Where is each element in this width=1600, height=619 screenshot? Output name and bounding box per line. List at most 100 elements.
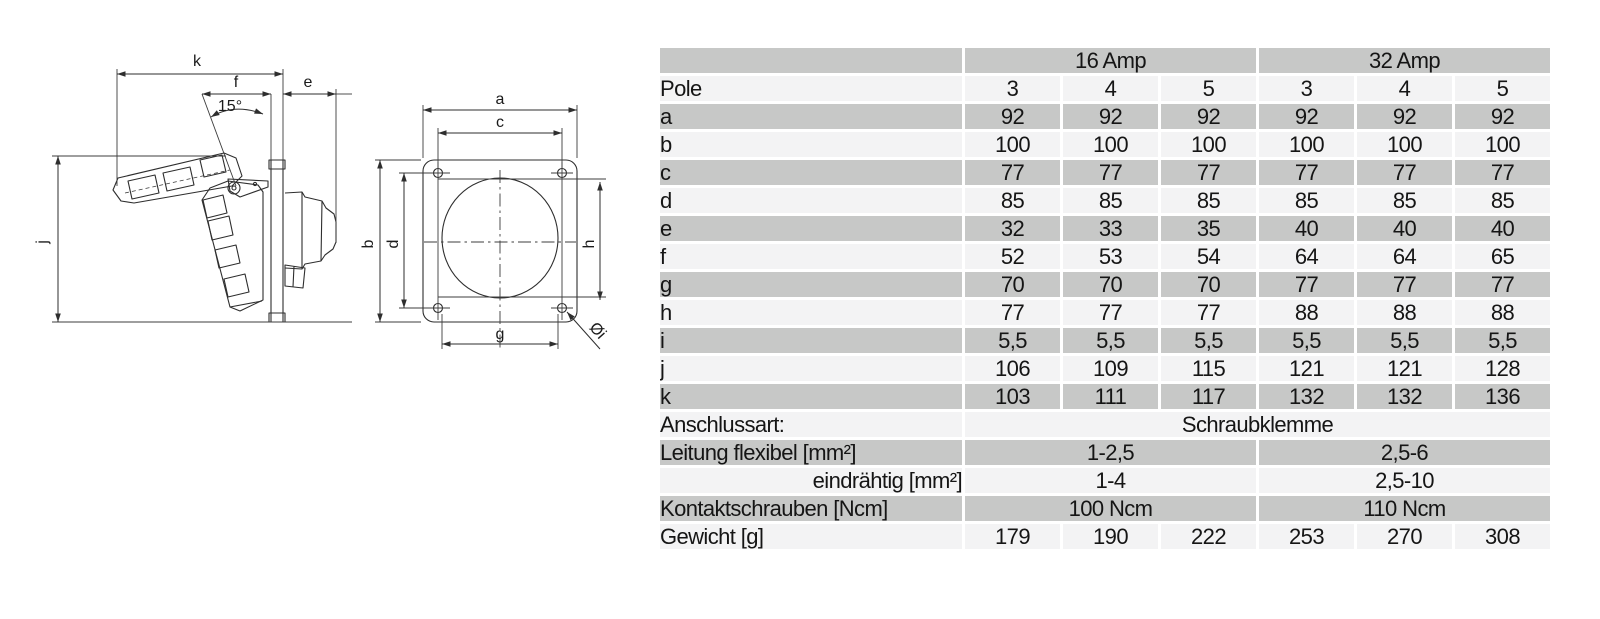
row-k: k 103 111 117 132 132 136 xyxy=(660,384,1550,409)
cell: 92 xyxy=(1259,104,1354,129)
cell: 253 xyxy=(1259,524,1354,549)
technical-drawing: k f e 15° j xyxy=(34,53,609,351)
row-pole: Pole 3 4 5 3 4 5 xyxy=(660,76,1550,101)
cell: Schraubklemme xyxy=(965,412,1550,437)
row-label: d xyxy=(660,188,962,213)
cell: 92 xyxy=(1357,104,1452,129)
row-j: j 106 109 115 121 121 128 xyxy=(660,356,1550,381)
cell: 270 xyxy=(1357,524,1452,549)
cell: 5,5 xyxy=(1063,328,1158,353)
row-gewicht: Gewicht [g] 179 190 222 253 270 308 xyxy=(660,524,1550,549)
row-label: a xyxy=(660,104,962,129)
cell: 88 xyxy=(1259,300,1354,325)
dim-label-a: a xyxy=(496,91,505,108)
cell: 77 xyxy=(965,300,1060,325)
cell: 2,5-10 xyxy=(1259,468,1550,493)
dim-label-e: e xyxy=(304,74,313,91)
side-view: k f e 15° j xyxy=(34,53,352,323)
cell: 88 xyxy=(1455,300,1550,325)
cell: 115 xyxy=(1161,356,1256,381)
socket-rear-body xyxy=(284,191,337,289)
cell: 65 xyxy=(1455,244,1550,269)
dim-label-h: h xyxy=(581,240,598,249)
cell: 136 xyxy=(1455,384,1550,409)
cell: 100 xyxy=(1161,132,1256,157)
cell: 100 xyxy=(1357,132,1452,157)
cell: 117 xyxy=(1161,384,1256,409)
cell: 40 xyxy=(1357,216,1452,241)
cell: 132 xyxy=(1259,384,1354,409)
cell: 77 xyxy=(1063,300,1158,325)
row-label: i xyxy=(660,328,962,353)
cell: 3 xyxy=(965,76,1060,101)
row-anschlussart: Anschlussart: Schraubklemme xyxy=(660,412,1550,437)
cell: 100 xyxy=(1063,132,1158,157)
row-label: Pole xyxy=(660,76,962,101)
cell: 1-4 xyxy=(965,468,1256,493)
cell: 32 xyxy=(965,216,1060,241)
cell: 5 xyxy=(1161,76,1256,101)
row-label: Anschlussart: xyxy=(660,412,962,437)
row-i: i 5,5 5,5 5,5 5,5 5,5 5,5 xyxy=(660,328,1550,353)
row-label: e xyxy=(660,216,962,241)
cell: 5,5 xyxy=(1259,328,1354,353)
cell: 3 xyxy=(1259,76,1354,101)
cell: 100 Ncm xyxy=(965,496,1256,521)
row-c: c 77 77 77 77 77 77 xyxy=(660,160,1550,185)
cell: 132 xyxy=(1357,384,1452,409)
cell: 2,5-6 xyxy=(1259,440,1550,465)
cell: 4 xyxy=(1357,76,1452,101)
cell: 103 xyxy=(965,384,1060,409)
cell: 85 xyxy=(1161,188,1256,213)
cell: 70 xyxy=(965,272,1060,297)
cell: 100 xyxy=(1259,132,1354,157)
cell: 110 Ncm xyxy=(1259,496,1550,521)
row-eindraehtig: eindrähtig [mm²] 1-4 2,5-10 xyxy=(660,468,1550,493)
cell: 33 xyxy=(1063,216,1158,241)
row-e: e 32 33 35 40 40 40 xyxy=(660,216,1550,241)
row-leitung-flexibel: Leitung flexibel [mm²] 1-2,5 2,5-6 xyxy=(660,440,1550,465)
row-g: g 70 70 70 77 77 77 xyxy=(660,272,1550,297)
cell: 85 xyxy=(1063,188,1158,213)
row-d: d 85 85 85 85 85 85 xyxy=(660,188,1550,213)
cell: 35 xyxy=(1161,216,1256,241)
cell: 121 xyxy=(1357,356,1452,381)
dim-label-k: k xyxy=(193,53,202,70)
cell: 308 xyxy=(1455,524,1550,549)
panel-plate xyxy=(268,159,286,323)
socket-front-body xyxy=(201,180,264,312)
row-label: j xyxy=(660,356,962,381)
cell: 77 xyxy=(1259,272,1354,297)
row-kontaktschrauben: Kontaktschrauben [Ncm] 100 Ncm 110 Ncm xyxy=(660,496,1550,521)
cell: 40 xyxy=(1259,216,1354,241)
cell: 77 xyxy=(1455,272,1550,297)
cell: 85 xyxy=(1259,188,1354,213)
cell: 190 xyxy=(1063,524,1158,549)
table-corner-cell xyxy=(660,48,962,73)
dim-label-hole-dia: Øi xyxy=(586,319,609,342)
cell: 100 xyxy=(1455,132,1550,157)
cell: 4 xyxy=(1063,76,1158,101)
cell: 40 xyxy=(1455,216,1550,241)
cell: 92 xyxy=(965,104,1060,129)
amp-group-header: 16 Amp xyxy=(965,48,1256,73)
row-f: f 52 53 54 64 64 65 xyxy=(660,244,1550,269)
row-label: g xyxy=(660,272,962,297)
row-label: Gewicht [g] xyxy=(660,524,962,549)
cell: 85 xyxy=(1455,188,1550,213)
cell: 54 xyxy=(1161,244,1256,269)
dim-label-c: c xyxy=(496,114,504,131)
cell: 5 xyxy=(1455,76,1550,101)
cell: 111 xyxy=(1063,384,1158,409)
cell: 5,5 xyxy=(1455,328,1550,353)
front-view: a c b d h g Øi xyxy=(360,91,609,351)
cell: 222 xyxy=(1161,524,1256,549)
cell: 77 xyxy=(965,160,1060,185)
cell: 85 xyxy=(965,188,1060,213)
cell: 85 xyxy=(1357,188,1452,213)
cell: 88 xyxy=(1357,300,1452,325)
dim-label-b: b xyxy=(360,239,377,248)
row-label: c xyxy=(660,160,962,185)
row-b: b 100 100 100 100 100 100 xyxy=(660,132,1550,157)
